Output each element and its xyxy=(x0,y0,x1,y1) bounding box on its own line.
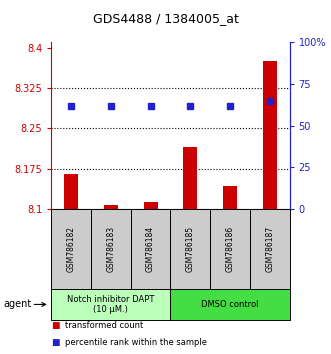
Text: DMSO control: DMSO control xyxy=(201,300,259,309)
Bar xyxy=(144,202,158,209)
Text: ■: ■ xyxy=(51,338,60,347)
Bar xyxy=(64,174,78,209)
Text: GSM786187: GSM786187 xyxy=(265,225,274,272)
Bar xyxy=(104,205,118,209)
Text: GDS4488 / 1384005_at: GDS4488 / 1384005_at xyxy=(93,12,238,25)
Bar xyxy=(223,186,237,209)
Text: transformed count: transformed count xyxy=(65,321,143,330)
Text: percentile rank within the sample: percentile rank within the sample xyxy=(65,338,207,347)
Text: ■: ■ xyxy=(51,321,60,330)
Text: Notch inhibitor DAPT
(10 μM.): Notch inhibitor DAPT (10 μM.) xyxy=(67,295,155,314)
Text: agent: agent xyxy=(3,299,31,309)
Bar xyxy=(183,147,197,209)
Text: GSM786182: GSM786182 xyxy=(67,226,76,272)
Text: GSM786183: GSM786183 xyxy=(106,225,116,272)
Text: GSM786184: GSM786184 xyxy=(146,225,155,272)
Text: GSM786186: GSM786186 xyxy=(225,225,235,272)
Bar xyxy=(263,61,277,209)
Text: GSM786185: GSM786185 xyxy=(186,225,195,272)
